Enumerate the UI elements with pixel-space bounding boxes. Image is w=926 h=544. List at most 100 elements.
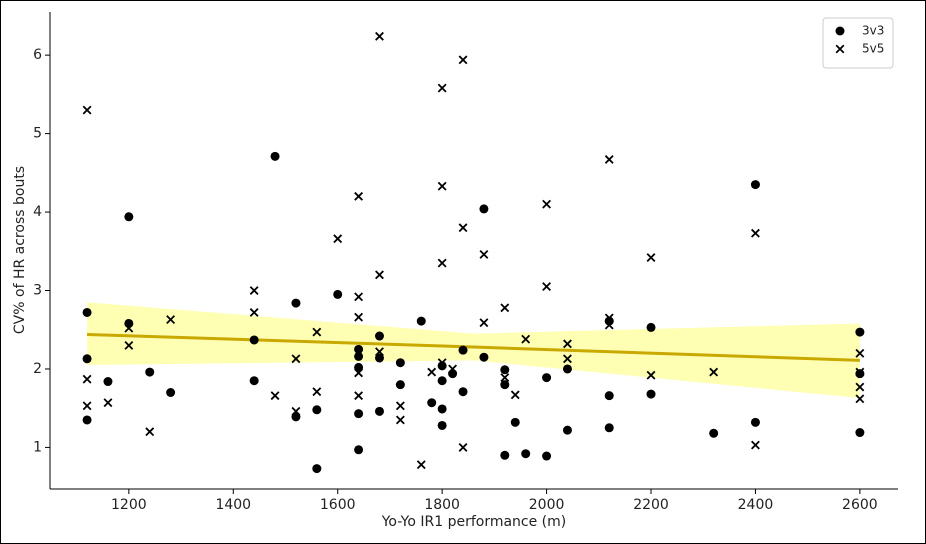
point [395,380,405,390]
point [166,388,176,398]
point [437,358,447,368]
point [604,320,614,330]
point [604,391,614,401]
point [542,373,552,383]
point [437,258,447,268]
point [500,380,510,390]
point [855,348,865,358]
x-tick-label: 1400 [215,497,251,513]
point [855,428,865,438]
point [312,405,322,415]
point [855,327,865,337]
point [374,353,384,363]
point [458,55,468,65]
point [437,361,447,371]
point [103,398,113,408]
point [82,354,92,364]
point [646,322,656,332]
point [542,199,552,209]
point [751,228,760,238]
x-tick-label: 2600 [842,497,878,513]
point [604,423,614,433]
point [437,83,447,93]
point [82,374,92,384]
point [646,253,656,262]
point [542,451,552,461]
point [249,335,259,345]
point [604,155,614,164]
point [416,316,426,326]
point [395,358,405,368]
point [354,445,364,455]
point [333,289,343,299]
point [416,460,426,470]
x-axis-label: Yo-Yo IR1 performance (m) [381,514,567,530]
point [500,365,510,375]
point [521,449,531,459]
point [750,417,760,427]
point [479,318,489,328]
point [166,315,176,324]
point [354,312,364,322]
point [855,367,865,377]
point [103,377,113,387]
point [124,318,134,328]
point [458,442,468,452]
point [354,391,364,401]
point [291,298,301,308]
point [855,382,865,392]
point [479,352,489,362]
legend-label: 3v3 [862,24,884,38]
point [82,105,92,115]
point [375,270,384,280]
point [448,369,458,379]
point [427,367,437,377]
point [312,387,322,397]
point [374,406,384,416]
point [270,391,280,401]
point [458,345,468,355]
point [458,387,468,397]
point [427,398,437,408]
point [82,401,92,411]
legend-marker [835,26,845,36]
point [709,367,719,377]
point [312,464,322,474]
point [646,370,656,380]
point [395,415,405,425]
point [437,181,447,191]
point [562,425,572,435]
x-tick-label: 2400 [738,497,774,513]
confidence-band [87,302,860,398]
point [437,404,447,414]
point [563,354,572,364]
point [500,303,510,313]
point [437,376,447,386]
point [291,406,301,416]
point [312,327,322,337]
x-tick-label: 2200 [633,497,669,513]
point [124,340,134,350]
x-tick-label: 1200 [111,497,147,513]
point [270,151,280,161]
point [354,344,364,354]
point [395,401,405,411]
point [291,354,301,364]
x-tick-label: 2000 [529,497,565,513]
point [500,373,510,383]
point [375,347,384,357]
point [479,204,489,214]
x-tick-label: 1800 [424,497,460,513]
legend-label: 5v5 [862,42,884,56]
point [855,369,865,379]
point [145,427,155,437]
point [82,415,92,425]
point [750,180,760,190]
point [354,191,364,201]
point [374,331,384,341]
point [354,368,364,378]
point [542,282,552,292]
y-tick-label: 1 [33,439,42,455]
legend-marker [835,44,845,54]
